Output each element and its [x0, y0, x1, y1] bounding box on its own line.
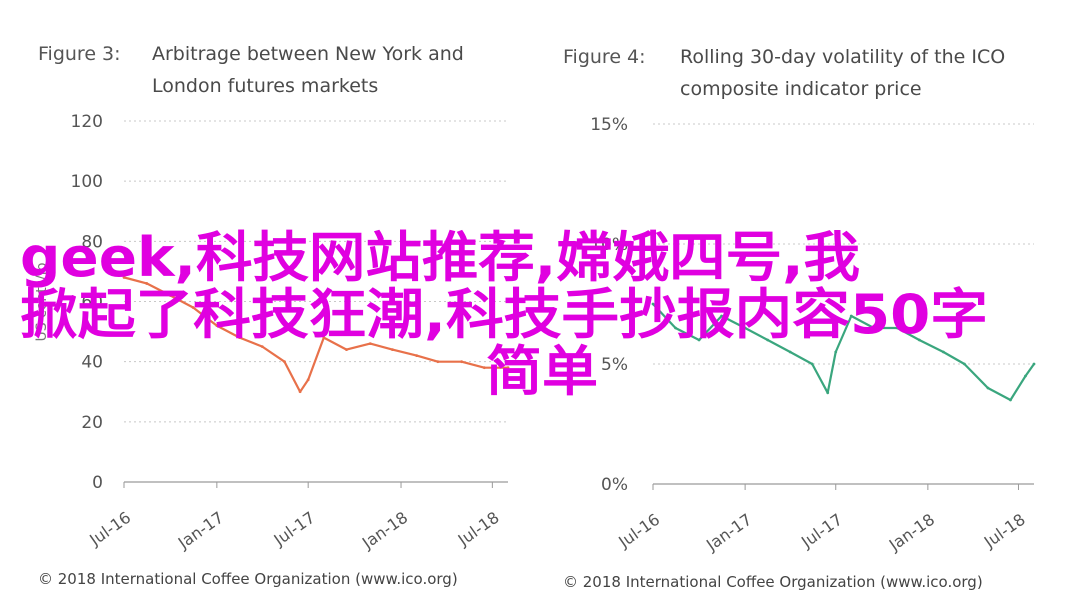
chart1-y-tick-label: 40 — [81, 353, 103, 373]
chart2-data-point — [1009, 398, 1012, 402]
chart2-data-point — [1024, 374, 1027, 378]
chart2-data-point — [963, 362, 966, 366]
chart2-y-tick-label: 5% — [601, 355, 628, 375]
chart1-y-axis-label: US cents/lb — [34, 262, 50, 341]
chart2-title-line1: Rolling 30-day volatility of the ICO — [680, 46, 1005, 68]
overlay-text-line1: geek,科技网站推荐,嫦娥四号,我 — [20, 226, 860, 289]
chart1-data-point — [460, 360, 463, 364]
chart1-data-point — [415, 354, 419, 358]
chart2-data-point — [720, 314, 723, 318]
overlay-text-line3: 简单 — [486, 340, 598, 403]
chart2-data-point — [766, 338, 770, 342]
chart2-data-point — [743, 326, 747, 330]
chart2-data-point — [849, 314, 853, 318]
chart2-data-point — [941, 350, 945, 354]
overlay-text-line2: 掀起了科技狂潮,科技手抄报内容50字 — [20, 283, 988, 346]
chart2-data-point — [895, 326, 899, 330]
chart1-data-point — [306, 378, 310, 382]
chart2-credit: © 2018 International Coffee Organization… — [563, 573, 983, 591]
chart1-figure-label: Figure 3: — [38, 43, 121, 65]
chart1-data-point — [482, 366, 486, 370]
chart1-credit: © 2018 International Coffee Organization… — [38, 570, 458, 588]
chart2-y-tick-label: 15% — [590, 115, 628, 135]
chart2-data-point — [872, 326, 876, 330]
chart1-data-point — [260, 345, 264, 349]
chart1-data-point — [191, 306, 195, 309]
chart2-data-point — [917, 338, 921, 342]
chart2-data-point — [834, 350, 838, 354]
chart2-data-point — [788, 350, 792, 354]
chart1-data-point — [506, 366, 510, 370]
chart2-data-point — [674, 326, 677, 330]
chart1-data-point — [215, 324, 219, 327]
chart1-data-point — [345, 348, 348, 352]
chart1-data-point — [169, 294, 172, 297]
chart1-data-point — [145, 282, 149, 285]
chart1-data-point — [391, 348, 394, 352]
chart2-y-tick-label: 10% — [590, 235, 628, 255]
chart2-data-point — [826, 391, 830, 395]
chart1-title-line1: Arbitrage between New York and — [152, 43, 464, 65]
chart1-y-tick-label: 20 — [81, 413, 103, 433]
chart1-data-point — [298, 390, 302, 394]
chart1-y-tick-label: 60 — [81, 293, 103, 313]
chart2-data-point — [810, 362, 814, 366]
chart1-y-tick-label: 120 — [71, 112, 103, 132]
chart1-y-tick-label: 80 — [81, 232, 103, 252]
chart1-data-point — [368, 342, 372, 346]
chart2-y-tick-label: 0% — [601, 475, 628, 495]
chart2-title-line2: composite indicator price — [680, 78, 922, 100]
chart2-data-point — [697, 338, 701, 342]
chart1-y-tick-label: 100 — [71, 172, 103, 192]
chart2-data-point — [1032, 362, 1036, 366]
chart2-data-point — [651, 302, 655, 306]
chart1-title-line2: London futures markets — [152, 75, 378, 97]
chart2-series-line — [652, 303, 1035, 402]
chart1-data-point — [122, 276, 126, 279]
chart1-data-point — [436, 360, 440, 364]
chart1-data-point — [238, 336, 241, 339]
chart1-data-point — [283, 360, 286, 364]
chart2-data-point — [986, 386, 990, 390]
chart1-y-tick-label: 0 — [92, 473, 103, 493]
chart2-figure-label: Figure 4: — [563, 46, 646, 68]
chart1-data-point — [322, 336, 326, 339]
